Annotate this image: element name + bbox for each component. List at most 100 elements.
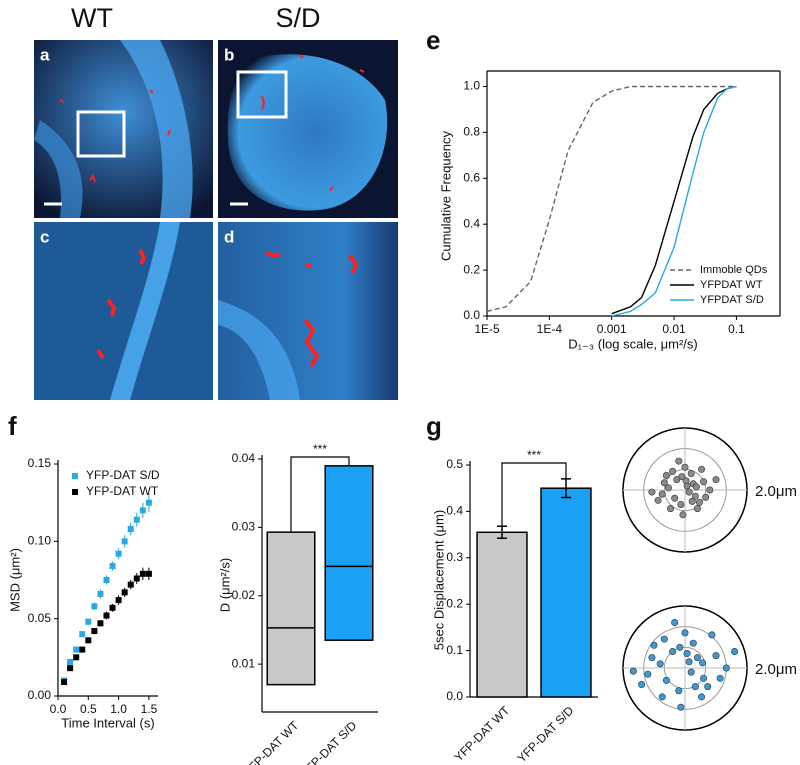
point bbox=[61, 679, 68, 686]
x-tick-label: 0.0 bbox=[50, 702, 67, 716]
point bbox=[712, 476, 720, 484]
panel-label: a bbox=[40, 45, 50, 64]
point bbox=[660, 635, 668, 643]
point bbox=[681, 629, 689, 637]
point bbox=[115, 597, 122, 604]
point bbox=[91, 628, 98, 635]
y-tick-label: 1.0 bbox=[463, 79, 480, 93]
point bbox=[693, 505, 701, 513]
point bbox=[699, 659, 707, 667]
y-tick-label: 0.2 bbox=[446, 596, 463, 610]
legend-label: YFP-DAT S/D bbox=[86, 468, 160, 482]
point bbox=[677, 500, 685, 508]
y-tick-label: 0.4 bbox=[463, 216, 480, 230]
significance-label: *** bbox=[313, 442, 327, 456]
point bbox=[691, 683, 699, 691]
point bbox=[67, 665, 74, 672]
x-tick-label: 0.001 bbox=[597, 322, 627, 336]
legend-swatch bbox=[72, 489, 78, 495]
y-tick-label: 0.10 bbox=[28, 534, 52, 548]
column-label: WT bbox=[71, 3, 113, 33]
significance-label: *** bbox=[527, 448, 541, 462]
point bbox=[103, 577, 110, 583]
y-tick-label: 0.5 bbox=[446, 457, 463, 471]
point bbox=[662, 676, 670, 684]
point bbox=[145, 499, 152, 506]
point bbox=[127, 525, 134, 532]
series-line bbox=[611, 85, 737, 317]
point bbox=[79, 631, 86, 638]
point bbox=[97, 620, 104, 627]
bar bbox=[476, 531, 528, 698]
point bbox=[689, 639, 697, 647]
point bbox=[73, 654, 80, 661]
point bbox=[133, 516, 140, 523]
significance-bracket bbox=[501, 462, 567, 527]
x-tick-label: 1E-4 bbox=[537, 322, 563, 336]
y-tick-label: 0.04 bbox=[232, 451, 256, 465]
x-tick-label: 0.1 bbox=[728, 322, 745, 336]
panel-label: b bbox=[224, 45, 234, 64]
point bbox=[692, 483, 700, 491]
y-tick-label: 0.3 bbox=[446, 550, 463, 564]
micrograph bbox=[218, 40, 398, 218]
point bbox=[650, 641, 658, 649]
legend-swatch bbox=[72, 473, 78, 479]
y-axis-label: Cumulative Frequency bbox=[438, 130, 453, 261]
point bbox=[115, 550, 122, 557]
y-tick-label: 0.15 bbox=[28, 456, 52, 470]
x-tick-label: 1E-5 bbox=[474, 322, 500, 336]
point bbox=[127, 581, 134, 588]
point bbox=[676, 643, 684, 651]
point bbox=[683, 650, 691, 658]
point bbox=[669, 647, 677, 655]
point bbox=[706, 486, 714, 494]
column-label: S/D bbox=[275, 3, 320, 33]
point bbox=[658, 490, 666, 498]
y-tick-label: 0.05 bbox=[28, 611, 52, 625]
point bbox=[687, 469, 695, 477]
ring-label: 2.0μm bbox=[755, 483, 797, 500]
point bbox=[698, 465, 706, 473]
point bbox=[702, 493, 710, 501]
box bbox=[266, 531, 316, 686]
point bbox=[677, 703, 685, 711]
bar bbox=[540, 487, 592, 698]
x-tick-label: YFP-DAT WT bbox=[240, 718, 301, 765]
point bbox=[675, 457, 683, 465]
point bbox=[700, 674, 708, 682]
y-tick-label: 0.0 bbox=[463, 308, 480, 322]
point bbox=[687, 668, 695, 676]
x-tick-label: 0.5 bbox=[80, 702, 97, 716]
box bbox=[324, 465, 374, 641]
point bbox=[685, 658, 693, 666]
point bbox=[678, 473, 686, 481]
y-tick-label: 0.03 bbox=[232, 520, 256, 534]
y-tick-label: 0.0 bbox=[446, 689, 463, 703]
y-tick-label: 0.6 bbox=[463, 170, 480, 184]
micrograph bbox=[34, 40, 213, 218]
x-axis-label: D₁₋₃ (log scale, μm²/s) bbox=[568, 336, 698, 351]
point bbox=[704, 683, 712, 691]
point bbox=[685, 488, 693, 496]
point bbox=[695, 498, 703, 506]
y-axis-label: MSD (μm²) bbox=[7, 548, 22, 612]
point bbox=[671, 619, 679, 627]
x-tick-label: 1.0 bbox=[110, 702, 127, 716]
y-tick-label: 0.8 bbox=[463, 125, 480, 139]
y-tick-label: 0.2 bbox=[463, 262, 480, 276]
point bbox=[712, 652, 720, 660]
point bbox=[654, 496, 662, 504]
x-tick-label: YFP-DAT S/D bbox=[297, 718, 359, 765]
x-tick-label: 1.5 bbox=[141, 702, 158, 716]
point bbox=[700, 478, 708, 486]
point bbox=[103, 612, 110, 619]
point bbox=[691, 492, 699, 500]
panel-label: c bbox=[40, 227, 49, 246]
panel-label: d bbox=[224, 227, 234, 246]
panel-label: g bbox=[426, 411, 442, 441]
point bbox=[675, 687, 683, 695]
legend-label: Immoble QDs bbox=[700, 264, 768, 276]
significance-bracket bbox=[290, 456, 350, 533]
